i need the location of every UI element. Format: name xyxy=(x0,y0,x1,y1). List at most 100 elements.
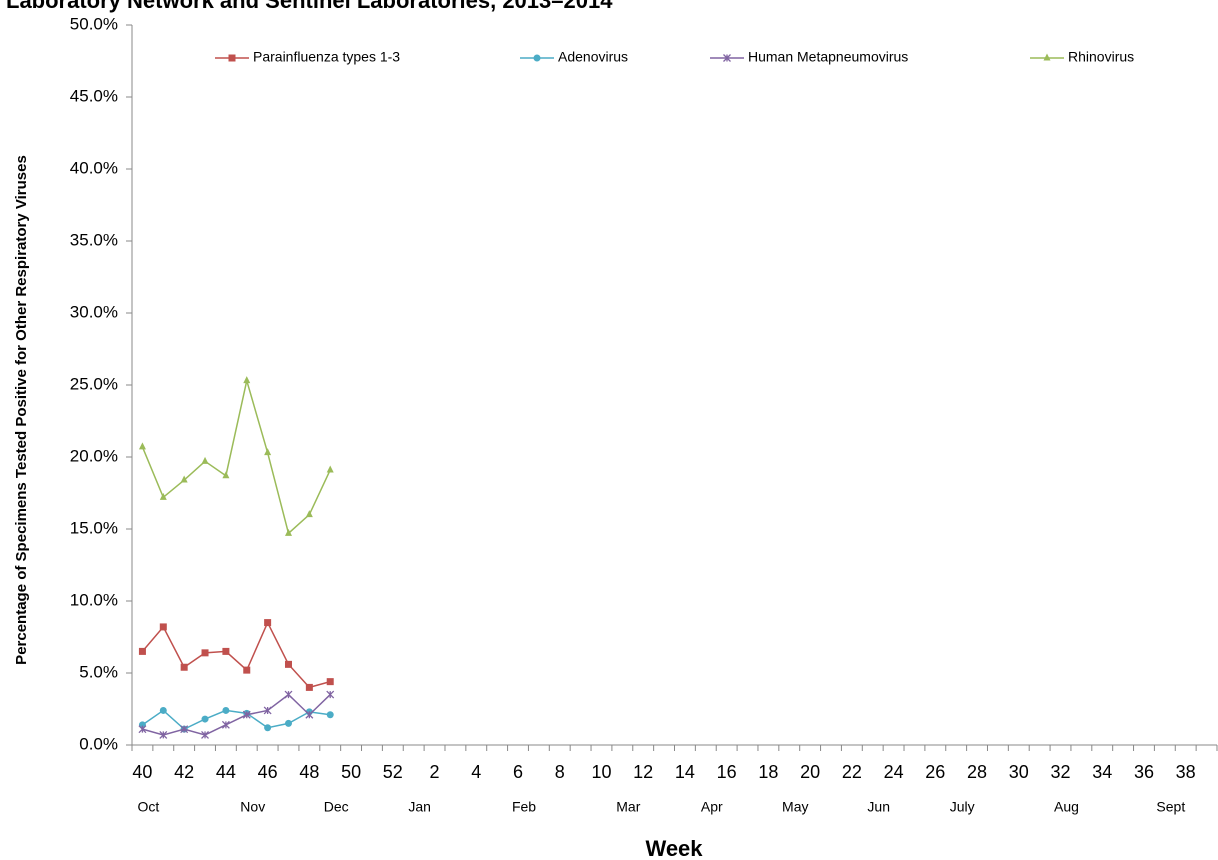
x-tick-label: 34 xyxy=(1092,762,1112,782)
marker xyxy=(159,492,167,500)
x-tick-label: 22 xyxy=(842,762,862,782)
y-tick-label: 40.0% xyxy=(70,158,118,177)
x-tick-label: 50 xyxy=(341,762,361,782)
marker xyxy=(159,706,167,714)
marker xyxy=(305,683,313,691)
x-tick-label: 6 xyxy=(513,762,523,782)
y-tick-label: 45.0% xyxy=(70,86,118,105)
series-line xyxy=(142,709,331,731)
legend-label: Rhinovirus xyxy=(1068,49,1134,65)
month-label: Feb xyxy=(512,799,536,815)
x-tick-label: 12 xyxy=(633,762,653,782)
marker xyxy=(263,706,272,715)
marker xyxy=(533,54,541,62)
x-tick-label: 46 xyxy=(258,762,278,782)
x-tick-label: 18 xyxy=(758,762,778,782)
marker xyxy=(201,715,209,723)
x-tick-label: 8 xyxy=(555,762,565,782)
marker xyxy=(264,448,272,456)
marker xyxy=(264,724,272,732)
y-tick-label: 35.0% xyxy=(70,230,118,249)
marker xyxy=(228,54,236,62)
marker xyxy=(138,725,147,734)
y-tick-label: 5.0% xyxy=(79,662,118,681)
marker xyxy=(138,647,146,655)
marker xyxy=(243,376,251,384)
marker xyxy=(723,54,731,62)
y-tick-label: 20.0% xyxy=(70,446,118,465)
x-tick-label: 32 xyxy=(1050,762,1070,782)
x-tick-label: 44 xyxy=(216,762,236,782)
month-label: May xyxy=(782,799,808,815)
marker xyxy=(284,528,292,536)
y-tick-label: 30.0% xyxy=(70,302,118,321)
marker xyxy=(159,623,167,631)
y-tick-label: 50.0% xyxy=(70,14,118,33)
marker xyxy=(305,710,314,719)
marker xyxy=(305,510,313,518)
marker xyxy=(201,730,209,739)
marker xyxy=(326,465,334,473)
x-tick-label: 30 xyxy=(1009,762,1029,782)
x-tick-label: 10 xyxy=(591,762,611,782)
series-line xyxy=(141,380,331,535)
month-label: Mar xyxy=(616,799,640,815)
x-tick-label: 48 xyxy=(299,762,319,782)
marker xyxy=(1043,53,1051,61)
marker xyxy=(326,678,334,686)
y-tick-label: 25.0% xyxy=(70,374,118,393)
legend-label: Parainfluenza types 1-3 xyxy=(253,49,400,65)
series-line xyxy=(142,693,331,736)
month-label: Aug xyxy=(1054,799,1079,815)
x-tick-label: 42 xyxy=(174,762,194,782)
marker xyxy=(221,720,230,729)
x-tick-label: 14 xyxy=(675,762,695,782)
marker xyxy=(284,690,293,699)
marker xyxy=(242,710,251,719)
marker xyxy=(180,663,188,671)
x-tick-label: 20 xyxy=(800,762,820,782)
marker xyxy=(243,666,251,674)
marker xyxy=(222,706,230,714)
y-axis-title: Percentage of Specimens Tested Positive … xyxy=(13,155,30,665)
month-label: Nov xyxy=(240,799,265,815)
y-tick-label: 15.0% xyxy=(70,518,118,537)
x-axis-title: Week xyxy=(645,836,703,860)
month-label: Sept xyxy=(1156,799,1185,815)
x-tick-label: 2 xyxy=(430,762,440,782)
marker xyxy=(201,456,209,464)
month-label: Apr xyxy=(701,799,723,815)
marker xyxy=(201,649,209,657)
y-tick-label: 10.0% xyxy=(70,590,118,609)
marker xyxy=(180,725,189,734)
marker xyxy=(284,719,292,727)
month-label: Oct xyxy=(138,799,160,815)
marker xyxy=(159,730,168,739)
x-tick-label: 4 xyxy=(471,762,481,782)
x-tick-label: 24 xyxy=(884,762,904,782)
month-label: Jun xyxy=(867,799,890,815)
marker xyxy=(222,471,230,479)
x-tick-label: 40 xyxy=(132,762,152,782)
marker xyxy=(284,660,292,668)
marker xyxy=(326,690,335,699)
x-tick-label: 26 xyxy=(925,762,945,782)
x-tick-label: 16 xyxy=(717,762,737,782)
legend-label: Adenovirus xyxy=(558,49,628,65)
marker xyxy=(180,475,188,483)
marker xyxy=(138,442,146,450)
marker xyxy=(326,711,334,719)
series-line xyxy=(141,620,331,689)
y-tick-label: 0.0% xyxy=(79,734,118,753)
x-tick-label: 36 xyxy=(1134,762,1154,782)
x-tick-label: 52 xyxy=(383,762,403,782)
month-label: Dec xyxy=(324,799,349,815)
marker xyxy=(222,647,230,655)
x-tick-label: 38 xyxy=(1176,762,1196,782)
legend-label: Human Metapneumovirus xyxy=(748,49,908,65)
marker xyxy=(264,619,272,627)
chart-title: Laboratory Network and Sentinel Laborato… xyxy=(6,0,613,13)
month-label: Jan xyxy=(408,799,431,815)
month-label: July xyxy=(950,799,975,815)
